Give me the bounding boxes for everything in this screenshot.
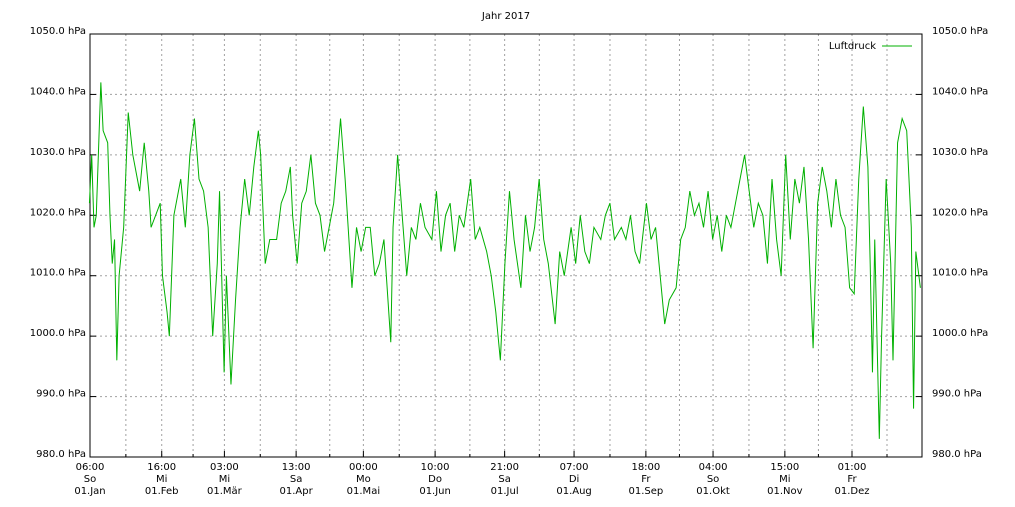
chart-title: Jahr 2017	[481, 11, 530, 22]
x-tick-label: 18:00 Fr 01.Sep	[628, 462, 664, 497]
y2-tick-label: 1050.0 hPa	[932, 26, 988, 37]
x-tick-label: 13:00 Sa 01.Apr	[279, 462, 313, 497]
y-tick-label: 1010.0 hPa	[30, 268, 86, 279]
line	[88, 82, 921, 439]
y2-tick-label: 1030.0 hPa	[932, 147, 988, 158]
x-tick-label: 10:00 Do 01.Jun	[419, 462, 451, 497]
y2-tick-label: 1020.0 hPa	[932, 207, 988, 218]
y2-tick-label: 990.0 hPa	[932, 389, 982, 400]
y-tick-label: 980.0 hPa	[36, 449, 86, 460]
x-tick-label: 06:00 So 01.Jan	[74, 462, 106, 497]
y-tick-label: 1030.0 hPa	[30, 147, 86, 158]
x-tick-label: 00:00 Mo 01.Mai	[346, 462, 381, 497]
y-tick-label: 1050.0 hPa	[30, 26, 86, 37]
legend-label: Luftdruck	[829, 41, 876, 52]
y-tick-label: 1020.0 hPa	[30, 207, 86, 218]
x-tick-label: 16:00 Mi 01.Feb	[144, 462, 179, 497]
x-tick-label: 07:00 Di 01.Aug	[556, 462, 592, 497]
x-tick-label: 04:00 So 01.Okt	[696, 462, 730, 497]
y2-tick-label: 1000.0 hPa	[932, 328, 988, 339]
x-tick-label: 03:00 Mi 01.Mär	[207, 462, 242, 497]
y2-tick-label: 980.0 hPa	[932, 449, 982, 460]
x-tick-label: 21:00 Sa 01.Jul	[490, 462, 520, 497]
x-tick-label: 15:00 Mi 01.Nov	[767, 462, 803, 497]
y-tick-label: 1040.0 hPa	[30, 86, 86, 97]
y2-tick-label: 1040.0 hPa	[932, 86, 988, 97]
x-tick-label: 01:00 Fr 01.Dez	[834, 462, 870, 497]
y2-tick-label: 1010.0 hPa	[932, 268, 988, 279]
plot-border	[89, 33, 923, 458]
y-tick-label: 990.0 hPa	[36, 389, 86, 400]
y-tick-label: 1000.0 hPa	[30, 328, 86, 339]
